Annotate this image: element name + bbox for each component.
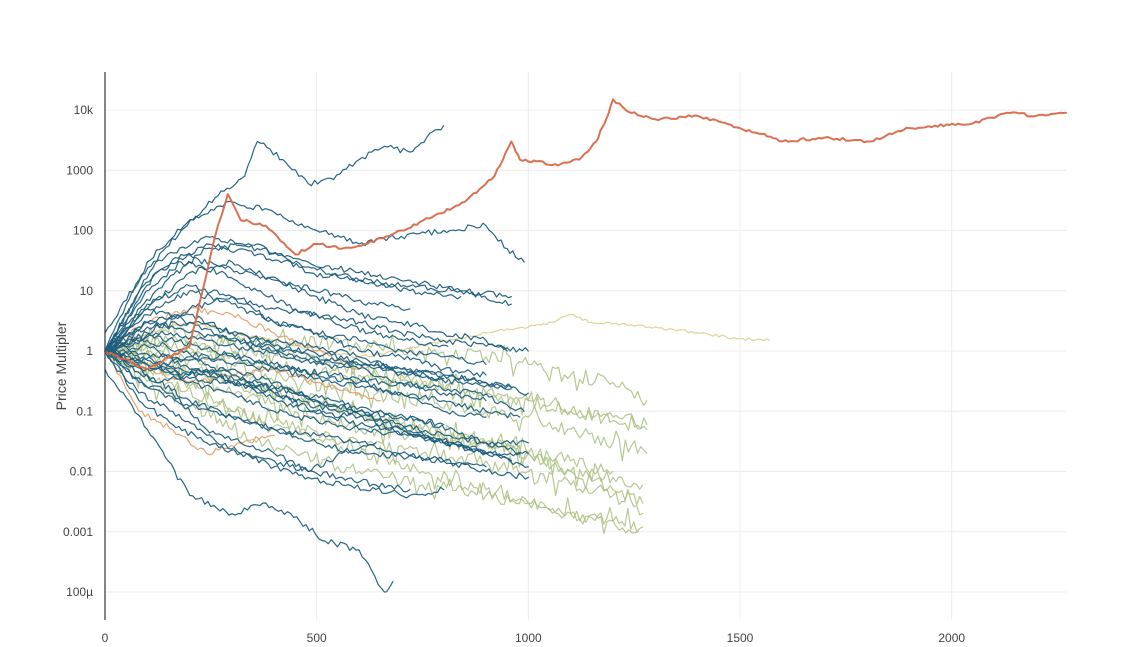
y-tick-label: 0.01 — [70, 465, 94, 479]
series-line-blue-7 — [104, 348, 521, 456]
series-line-green-39 — [104, 348, 644, 506]
axes: 10k 1000 100 10 1 0.1 0.01 0.001 100µ 0 500 1000 15… — [53, 72, 965, 645]
series-line-blue-15 — [104, 338, 521, 419]
series-line-blue-3 — [104, 368, 394, 593]
series-line-blue-25 — [104, 350, 512, 462]
series-line-green-35 — [104, 344, 644, 490]
y-tick-label: 10k — [74, 103, 94, 117]
series-line-blue-17 — [104, 290, 487, 378]
x-tick-label: 0 — [102, 631, 109, 645]
series-line-blue-10 — [104, 259, 508, 352]
series-line-blue-5 — [104, 242, 512, 352]
series-line-yellow-1 — [104, 313, 771, 359]
series-line-blue-21 — [104, 321, 512, 388]
series-line-blue-28 — [104, 253, 411, 352]
series-line-blue-9 — [104, 350, 411, 493]
series-line-blue-4 — [104, 200, 525, 352]
x-tick-label: 500 — [307, 631, 327, 645]
series-line-blue-30 — [104, 333, 525, 412]
series-line-blue-29 — [104, 350, 487, 468]
x-tick-labels: 0 500 1000 1500 2000 — [102, 631, 966, 645]
series-line-blue-23 — [104, 283, 529, 353]
x-tick-label: 2000 — [938, 631, 965, 645]
series-line-blue-20 — [104, 350, 487, 456]
series-lines — [104, 98, 1067, 593]
series-line-blue-26 — [104, 319, 445, 381]
series-line-blue-19 — [104, 243, 462, 352]
series-line-blue-2 — [104, 125, 445, 334]
series-line-blue-22 — [104, 350, 445, 499]
series-line-blue-6 — [104, 296, 487, 365]
gridlines — [105, 72, 1066, 620]
x-tick-label: 1000 — [515, 631, 542, 645]
series-line-orange-45 — [104, 350, 275, 456]
series-line-blue-27 — [104, 343, 529, 468]
y-tick-label: 100 — [73, 224, 93, 238]
series-line-blue-33 — [104, 235, 512, 352]
series-line-blue-14 — [104, 261, 449, 352]
series-line-green-42 — [104, 342, 644, 535]
series-line-blue-18 — [104, 350, 529, 457]
y-tick-label: 1000 — [66, 163, 93, 177]
y-tick-label: 100µ — [66, 585, 93, 599]
y-axis-title: Price Multipler — [53, 321, 69, 410]
series-line-green-36 — [104, 333, 648, 431]
y-tick-label: 0.001 — [63, 525, 93, 539]
x-tick-label: 1500 — [727, 631, 754, 645]
series-line-blue-31 — [104, 308, 487, 402]
series-line-blue-32 — [104, 349, 529, 446]
series-line-green-34 — [104, 343, 639, 534]
y-tick-label: 1 — [86, 344, 93, 358]
y-tick-label: 0.1 — [76, 404, 93, 418]
series-line-red-0 — [104, 98, 1067, 371]
y-tick-labels: 10k 1000 100 10 1 0.1 0.01 0.001 100µ — [63, 103, 94, 599]
series-line-blue-11 — [104, 350, 445, 427]
series-line-blue-13 — [104, 349, 529, 480]
y-tick-label: 10 — [80, 284, 94, 298]
